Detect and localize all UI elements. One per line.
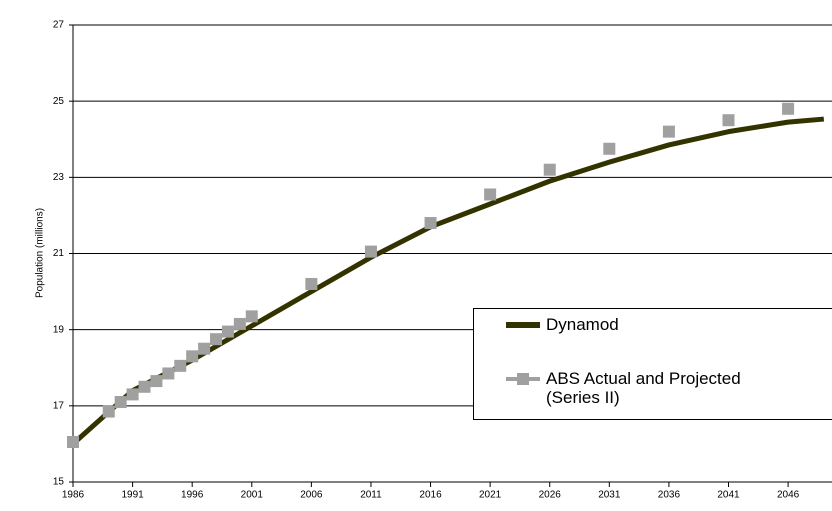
y-tick-label: 25	[53, 96, 65, 107]
x-tick-label: 2036	[658, 490, 681, 501]
legend-item: ABS Actual and Projected (Series II)	[474, 369, 796, 407]
legend-key	[506, 322, 540, 328]
y-axis-label: Population (millions)	[35, 208, 46, 298]
marker	[543, 163, 556, 176]
marker	[162, 367, 175, 380]
y-tick-label: 21	[53, 248, 65, 259]
marker	[722, 114, 735, 127]
x-tick-label: 2006	[300, 490, 323, 501]
x-tick-label: 2016	[419, 490, 442, 501]
y-tick-label: 17	[53, 400, 65, 411]
marker	[364, 245, 377, 258]
x-tick-label: 1991	[121, 490, 144, 501]
legend-item: Dynamod	[474, 315, 796, 335]
marker	[198, 342, 211, 355]
legend-label: ABS Actual and Projected (Series II)	[546, 369, 741, 407]
marker	[424, 217, 437, 230]
marker	[233, 317, 246, 330]
legend-key	[506, 373, 540, 385]
legend-marker	[517, 373, 529, 385]
marker	[782, 102, 795, 115]
marker	[174, 359, 187, 372]
marker	[221, 325, 234, 338]
marker	[186, 350, 199, 363]
x-tick-label: 2001	[241, 490, 264, 501]
marker	[305, 277, 318, 290]
marker	[484, 188, 497, 201]
y-tick-label: 19	[53, 324, 65, 335]
x-tick-label: 2046	[777, 490, 800, 501]
x-tick-label: 2031	[598, 490, 621, 501]
x-tick-label: 1996	[181, 490, 204, 501]
x-tick-label: 1986	[62, 490, 85, 501]
marker	[138, 380, 151, 393]
x-tick-label: 2011	[360, 490, 382, 501]
y-tick-label: 15	[53, 477, 65, 488]
x-tick-label: 2041	[717, 490, 740, 501]
y-tick-label: 23	[53, 172, 65, 183]
marker	[210, 333, 223, 346]
y-tick-label: 27	[53, 20, 65, 31]
x-tick-label: 2026	[539, 490, 562, 501]
marker	[150, 375, 163, 388]
x-tick-label: 2021	[479, 490, 502, 501]
marker	[245, 310, 258, 323]
marker	[114, 396, 127, 409]
marker	[126, 388, 139, 401]
marker	[662, 125, 675, 138]
marker	[603, 142, 616, 155]
legend: Dynamod ABS Actual and Projected (Series …	[473, 308, 832, 420]
marker	[67, 436, 79, 449]
legend-label: Dynamod	[546, 315, 619, 334]
marker	[102, 405, 115, 418]
